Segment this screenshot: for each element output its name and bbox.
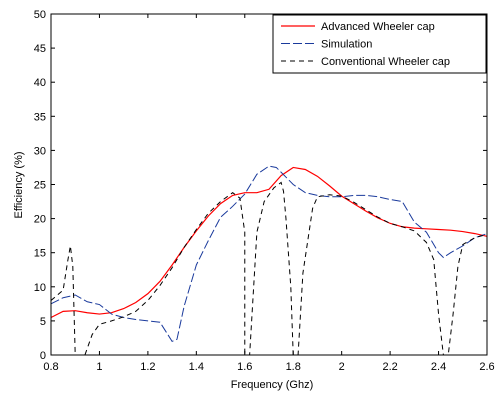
legend: Advanced Wheeler cap Simulation Convention… [272,14,487,74]
x-tick-label: 1.6 [237,361,252,373]
y-tick-label: 5 [40,316,46,328]
x-tick-label: 2.2 [382,361,397,373]
series-layer [51,165,487,355]
y-tick-label: 25 [34,180,46,192]
y-tick-label: 0 [40,350,46,362]
series-line-conventional-wheeler-cap [51,181,487,355]
series-line-advanced-wheeler-cap [51,166,487,319]
y-tick-label: 20 [34,214,46,226]
legend-entry-label: Advanced Wheeler cap [321,21,435,33]
y-axis-label: Efficiency (%) [13,151,25,218]
y-tick-label: 10 [34,282,46,294]
x-tick-label: 1.2 [140,361,155,373]
y-tick-label: 50 [34,9,46,21]
y-tick-label: 45 [34,43,46,55]
x-tick-label: 2 [339,361,345,373]
legend-entry-label: Conventional Wheeler cap [321,56,450,68]
x-axis-label: Frequency (Ghz) [231,379,314,391]
y-tick-label: 35 [34,111,46,123]
series-line-simulation [51,165,487,342]
x-tick-label: 1.4 [189,361,204,373]
x-tick-label: 1.8 [286,361,301,373]
y-tick-label: 40 [34,77,46,89]
x-tick-label: 0.8 [43,361,58,373]
axes-layer: 0.8 1 1.2 1.4 1.6 1.8 2 2.2 2.4 2.6 0 5 10 15 20 25 30 35… [34,9,495,373]
x-tick-label: 2.4 [431,361,446,373]
legend-entry-label: Simulation [321,39,372,51]
y-tick-label: 15 [34,248,46,260]
x-tick-label: 2.6 [479,361,494,373]
x-tick-label: 1 [96,361,102,373]
y-tick-label: 30 [34,145,46,157]
